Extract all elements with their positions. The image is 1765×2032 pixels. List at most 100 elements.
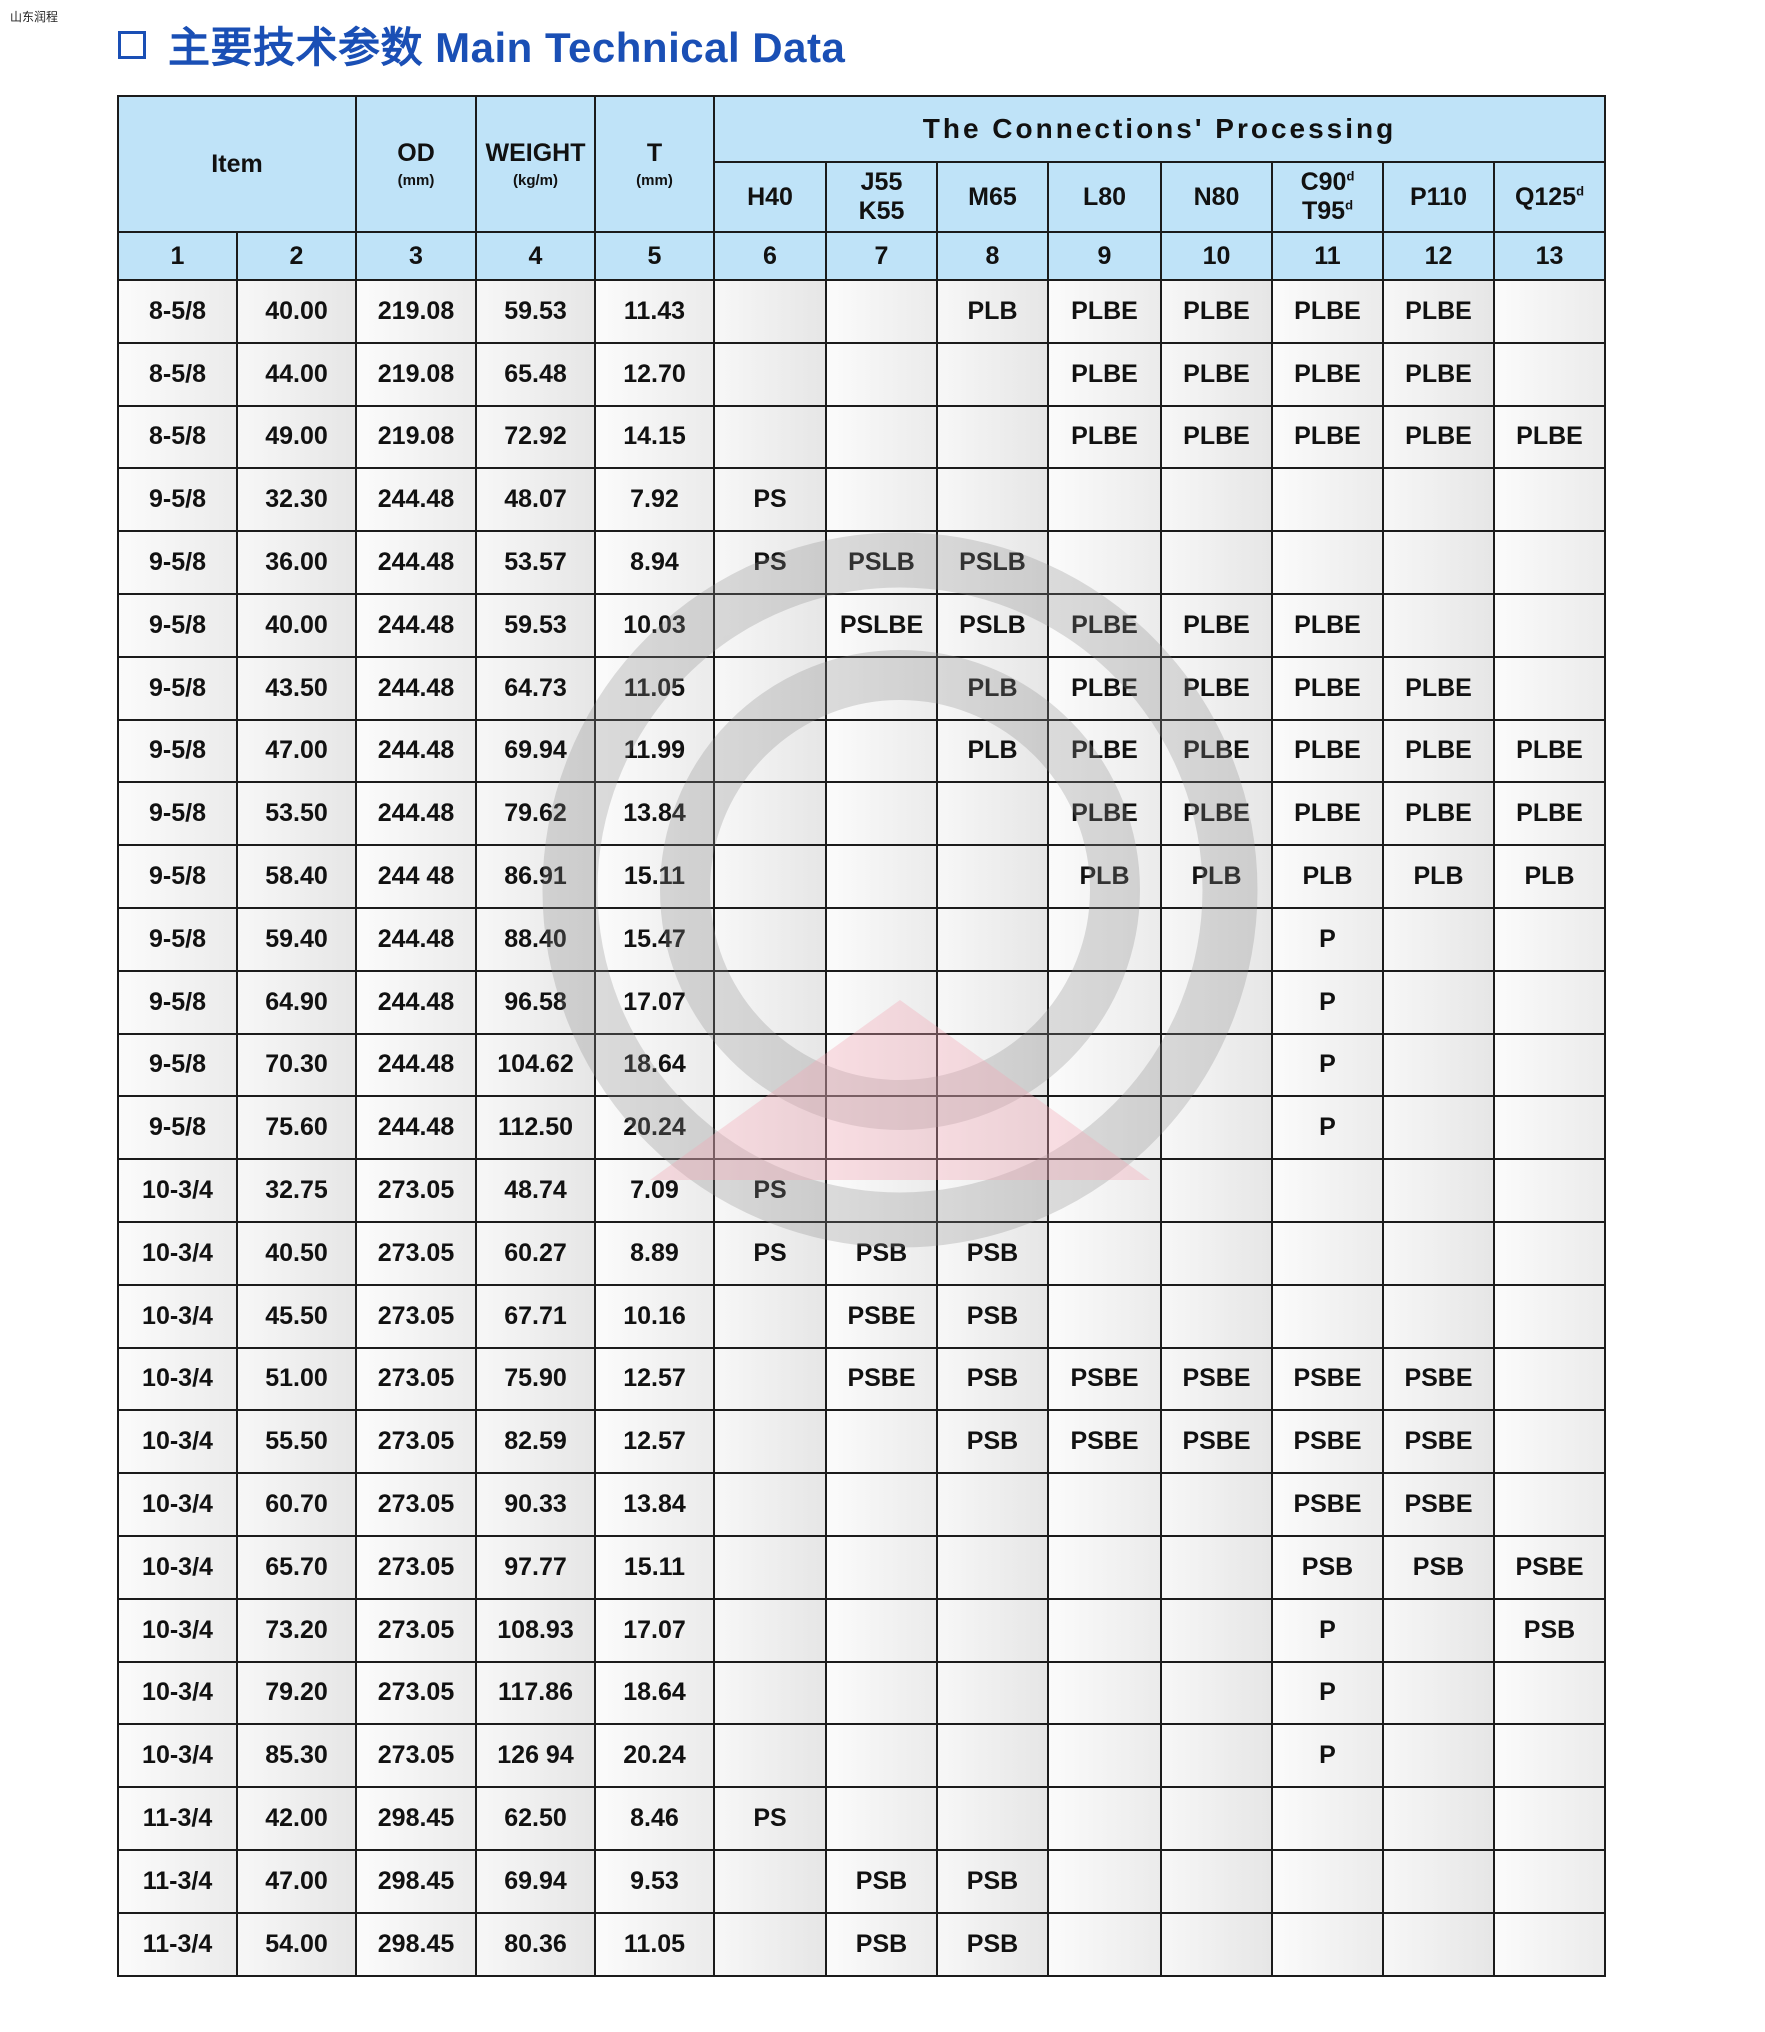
table-row: 9-5/8 47.00 244.48 69.94 11.99 PLB PLBE PLBE PLB… <box>117 718 1606 784</box>
technical-data-table: Item OD (mm) WEIGHT (kg/m) T (mm) The Conne… <box>117 95 1606 1977</box>
header-weight: WEIGHT (kg/m) <box>475 95 596 233</box>
table-cell <box>1160 1534 1273 1600</box>
grade-p110: P110 <box>1382 161 1495 233</box>
table-cell: PLBE <box>1047 718 1162 784</box>
column-number: 12 <box>1382 231 1495 281</box>
table-cell <box>1493 1220 1606 1286</box>
table-cell <box>1493 655 1606 721</box>
table-cell: PSLB <box>936 530 1049 595</box>
table-cell: PLB <box>1493 844 1606 909</box>
table-cell: PSBE <box>1047 1409 1162 1475</box>
table-cell <box>1382 1848 1495 1914</box>
table-cell: PSBE <box>825 1283 938 1349</box>
table-cell: 273.05 <box>355 1534 477 1600</box>
table-cell <box>1160 969 1273 1035</box>
table-cell <box>1271 1158 1384 1223</box>
table-cell <box>1047 1723 1162 1789</box>
table-cell: 8.46 <box>594 1786 715 1851</box>
table-cell: 48.07 <box>475 467 596 533</box>
table-cell <box>1493 1848 1606 1914</box>
column-number: 10 <box>1160 231 1273 281</box>
table-cell: PSBE <box>1382 1472 1495 1537</box>
table-cell: PLBE <box>1271 781 1384 847</box>
table-cell: 20.24 <box>594 1095 715 1161</box>
table-cell: P <box>1271 1032 1384 1098</box>
table-cell: PLB <box>936 718 1049 784</box>
table-cell <box>1493 1032 1606 1098</box>
table-cell: 13.84 <box>594 781 715 847</box>
table-cell: 9-5/8 <box>117 781 238 847</box>
table-row: 9-5/8 75.60 244.48 112.50 20.24 P <box>117 1095 1606 1161</box>
column-number: 4 <box>475 231 596 281</box>
table-cell: 53.50 <box>236 781 357 847</box>
table-cell: PSB <box>936 1283 1049 1349</box>
table-row: 9-5/8 58.40 244 48 86.91 15.11 PLB PLB PLB PLB PL… <box>117 844 1606 909</box>
column-number: 8 <box>936 231 1049 281</box>
table-cell: 11-3/4 <box>117 1786 238 1851</box>
table-cell: PLBE <box>1160 404 1273 470</box>
table-cell: PSB <box>1382 1534 1495 1600</box>
table-row: 8-5/8 44.00 219.08 65.48 12.70 PLBE PLBE PLBE PL… <box>117 341 1606 407</box>
table-cell: 62.50 <box>475 1786 596 1851</box>
table-cell <box>1493 969 1606 1035</box>
table-row: 10-3/4 79.20 273.05 117.86 18.64 P <box>117 1660 1606 1726</box>
table-row: 10-3/4 65.70 273.05 97.77 15.11 PSB PSB PSBE <box>117 1534 1606 1600</box>
table-cell <box>1160 1158 1273 1223</box>
table-cell <box>825 1095 938 1161</box>
table-cell: 126 94 <box>475 1723 596 1789</box>
table-cell: 273.05 <box>355 1346 477 1412</box>
table-cell <box>825 844 938 909</box>
table-cell <box>1160 1848 1273 1914</box>
table-cell: PLBE <box>1271 592 1384 658</box>
table-cell: PS <box>713 1220 827 1286</box>
table-cell <box>1271 1283 1384 1349</box>
column-number: 9 <box>1047 231 1162 281</box>
table-cell: PS <box>713 530 827 595</box>
page-title: 主要技术参数 Main Technical Data <box>118 14 845 75</box>
table-cell <box>1493 1095 1606 1161</box>
table-cell: PSB <box>936 1911 1049 1977</box>
table-cell: 64.73 <box>475 655 596 721</box>
table-cell <box>1493 1660 1606 1726</box>
table-row: 11-3/4 42.00 298.45 62.50 8.46 PS <box>117 1786 1606 1851</box>
table-row: 10-3/4 51.00 273.05 75.90 12.57 PSBE PSB PSBE PS… <box>117 1346 1606 1412</box>
table-cell: 10-3/4 <box>117 1158 238 1223</box>
table-cell <box>936 1660 1049 1726</box>
table-cell: 219.08 <box>355 404 477 470</box>
table-cell: PLBE <box>1160 341 1273 407</box>
table-cell <box>1271 467 1384 533</box>
table-cell <box>1160 1220 1273 1286</box>
table-cell <box>936 1095 1049 1161</box>
table-cell <box>825 1723 938 1789</box>
table-row: 9-5/8 59.40 244.48 88.40 15.47 P <box>117 906 1606 972</box>
table-cell: PSBE <box>1271 1346 1384 1412</box>
table-cell: PLBE <box>1160 718 1273 784</box>
table-cell: 69.94 <box>475 718 596 784</box>
table-cell <box>1160 1032 1273 1098</box>
table-cell <box>1493 906 1606 972</box>
table-cell <box>713 1911 827 1977</box>
table-cell: 10-3/4 <box>117 1409 238 1475</box>
table-cell: 9-5/8 <box>117 655 238 721</box>
table-cell: 11.05 <box>594 655 715 721</box>
table-cell: 244.48 <box>355 718 477 784</box>
table-cell: 9-5/8 <box>117 530 238 595</box>
table-cell: 80.36 <box>475 1911 596 1977</box>
table-cell: 10-3/4 <box>117 1220 238 1286</box>
table-cell: 8-5/8 <box>117 341 238 407</box>
table-cell <box>1493 1723 1606 1789</box>
table-cell <box>1382 1032 1495 1098</box>
table-cell <box>713 1597 827 1663</box>
table-cell <box>1493 1158 1606 1223</box>
table-cell: PSLB <box>936 592 1049 658</box>
table-cell: PSBE <box>825 1346 938 1412</box>
table-cell: PLB <box>936 279 1049 344</box>
table-cell: 219.08 <box>355 341 477 407</box>
table-cell <box>825 1597 938 1663</box>
table-row: 11-3/4 54.00 298.45 80.36 11.05 PSB PSB <box>117 1911 1606 1977</box>
column-number: 5 <box>594 231 715 281</box>
table-cell <box>1160 1597 1273 1663</box>
table-cell: 244.48 <box>355 969 477 1035</box>
table-cell: 70.30 <box>236 1032 357 1098</box>
table-cell: 60.70 <box>236 1472 357 1537</box>
